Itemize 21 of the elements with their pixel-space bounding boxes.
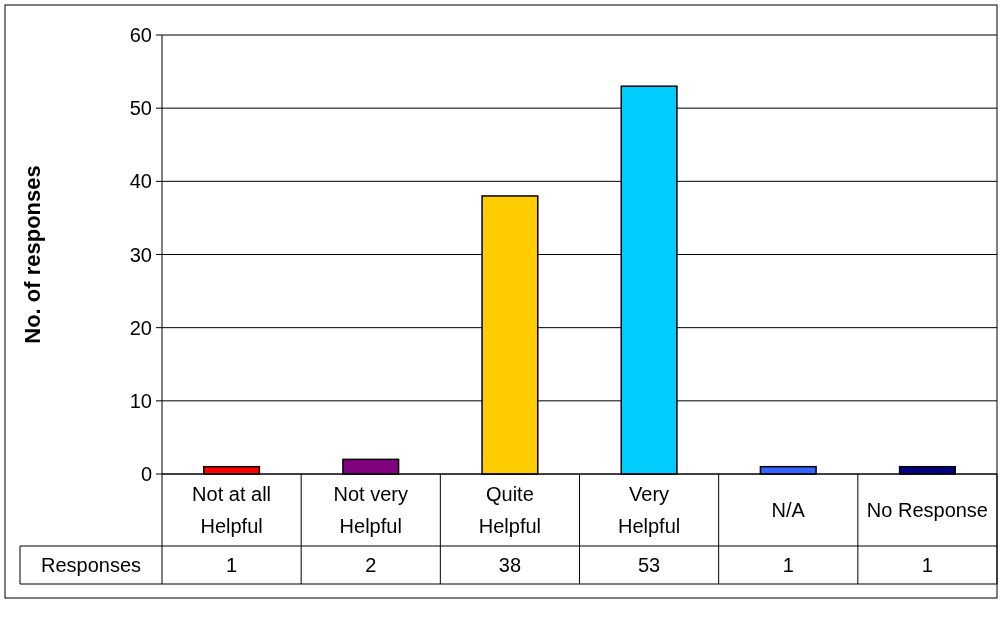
y-tick-label: 40	[129, 170, 152, 193]
x-tick-label: Not at all Helpful	[192, 483, 272, 537]
y-tick-label: 0	[140, 463, 152, 485]
x-tick-label: No Response	[866, 499, 989, 521]
legend-label: Responses	[40, 554, 142, 576]
data-label: 1	[226, 554, 238, 576]
y-tick-label: 50	[129, 97, 152, 120]
x-tick-label: Quite Helpful	[478, 483, 542, 537]
y-tick-label: 10	[129, 389, 152, 412]
x-tick-label: Very Helpful	[617, 483, 681, 537]
data-label: 1	[921, 554, 933, 576]
data-label: 2	[365, 554, 377, 576]
y-axis-title: No. of responses	[20, 165, 45, 344]
data-label: 38	[498, 554, 522, 576]
x-tick-label: N/A	[771, 499, 806, 521]
y-tick-label: 30	[129, 243, 152, 266]
data-label: 53	[637, 554, 661, 576]
data-label: 1	[782, 554, 794, 576]
y-tick-label: 20	[129, 316, 152, 339]
x-tick-label: Not very Helpful	[333, 483, 408, 537]
y-tick-label: 60	[129, 24, 152, 46]
